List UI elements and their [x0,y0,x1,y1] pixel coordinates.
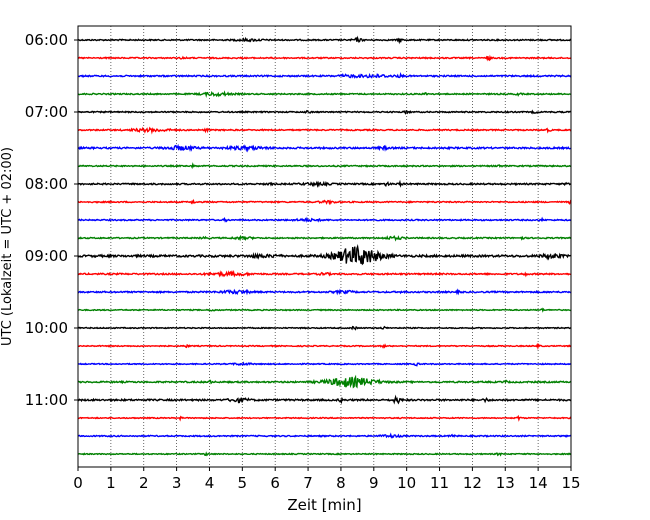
trace-0700 [77,109,572,115]
x-axis: 0 1 2 3 4 5 6 7 8 9 10 11 12 13 14 15 [73,467,581,492]
trace-0845 [77,234,572,242]
y-tick-label: 11:00 [25,391,68,409]
x-tick-label: 10 [397,474,416,492]
x-tick-label: 0 [73,474,83,492]
trace-0600 [77,35,572,45]
y-tick-label: 09:00 [25,247,68,265]
trace-group [77,35,572,457]
trace-0945 [78,307,572,313]
trace-1045 [77,374,572,389]
y-tick-label: 10:00 [25,319,68,337]
x-tick-label: 5 [238,474,248,492]
trace-1015 [77,342,572,351]
x-tick-label: 8 [336,474,346,492]
trace-1000 [77,325,572,331]
trace-0745 [77,162,572,170]
trace-1145 [77,451,572,457]
trace-0730 [77,143,572,153]
trace-1115 [77,414,572,422]
x-tick-label: 11 [430,474,449,492]
x-tick-label: 2 [139,474,149,492]
y-axis-label: UTC (Lokalzeit = UTC + 02:00) [0,147,15,346]
x-axis-label: Zeit [min] [287,496,361,514]
x-tick-label: 3 [172,474,182,492]
trace-0800 [77,179,572,188]
trace-1100 [77,394,572,405]
trace-0915 [77,269,572,278]
x-tick-label: 6 [270,474,280,492]
trace-0900 [77,243,572,266]
y-tick-label: 08:00 [25,175,68,193]
trace-1130 [77,432,572,439]
trace-0615 [77,54,572,62]
plot-frame [77,25,572,468]
x-tick-label: 9 [369,474,379,492]
x-tick-label: 4 [205,474,215,492]
x-tick-label: 14 [529,474,548,492]
trace-0715 [77,126,572,135]
x-tick-label: 12 [463,474,482,492]
x-tick-label: 1 [106,474,116,492]
y-tick-label: 07:00 [25,103,68,121]
trace-0830 [77,216,572,223]
trace-1030 [77,361,572,367]
y-tick-label: 06:00 [25,31,68,49]
trace-0630 [77,71,572,79]
x-tick-label: 13 [496,474,515,492]
trace-0645 [77,90,572,99]
y-axis: 06:00 07:00 08:00 09:00 10:00 11:00 [25,31,78,409]
trace-0815 [77,198,572,206]
x-tick-label: 7 [303,474,313,492]
trace-0930 [77,288,572,296]
x-tick-label: 15 [561,474,580,492]
